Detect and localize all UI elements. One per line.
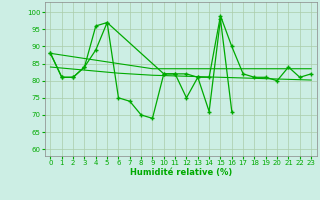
X-axis label: Humidité relative (%): Humidité relative (%) [130, 168, 232, 177]
